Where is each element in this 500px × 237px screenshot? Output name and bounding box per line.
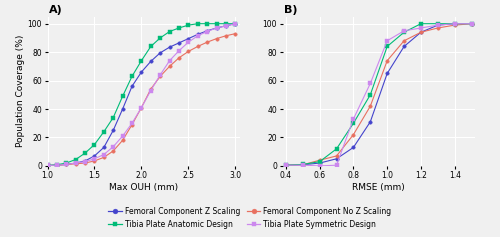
X-axis label: Max OUH (mm): Max OUH (mm) (109, 183, 178, 192)
X-axis label: RMSE (mm): RMSE (mm) (352, 183, 405, 192)
Y-axis label: Population Coverage (%): Population Coverage (%) (16, 35, 24, 147)
Text: B): B) (284, 5, 298, 15)
Text: A): A) (50, 5, 63, 15)
Legend: Femoral Component Z Scaling, Tibia Plate Anatomic Design, Femoral Component No Z: Femoral Component Z Scaling, Tibia Plate… (106, 204, 394, 231)
